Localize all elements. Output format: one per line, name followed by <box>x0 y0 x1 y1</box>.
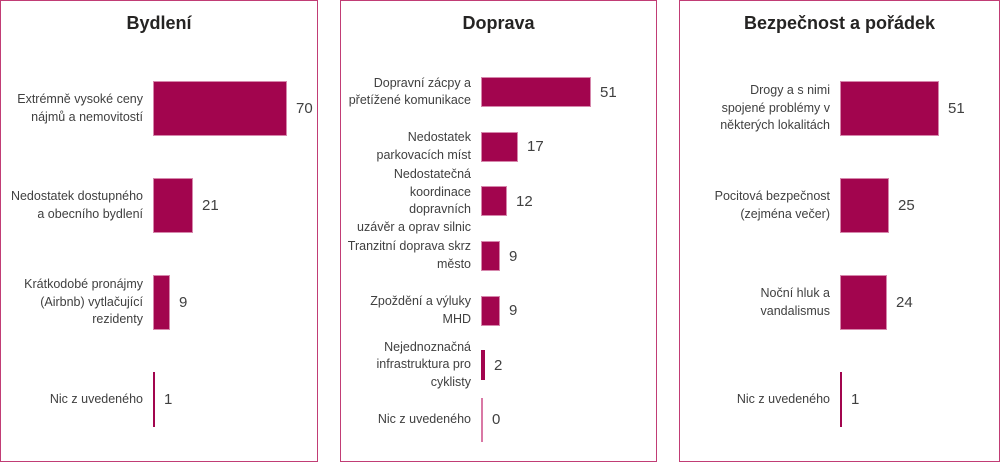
bar[interactable] <box>153 81 287 136</box>
bar[interactable] <box>840 372 842 427</box>
bar-track: 21 <box>153 178 313 233</box>
bar-chart-rows: Extrémně vysoké ceny nájmů a nemovitostí… <box>5 35 313 448</box>
bar-track: 51 <box>481 77 652 108</box>
chart-row: Zpoždění a výluky MHD 9 <box>345 283 652 338</box>
chart-row: Nic z uvedeného 1 <box>684 351 995 448</box>
chart-row: Extrémně vysoké ceny nájmů a nemovitostí… <box>5 60 313 157</box>
category-label: Tranzitní doprava skrz město <box>347 239 471 272</box>
bar[interactable] <box>481 397 483 442</box>
chart-title: Bezpečnost a pořádek <box>743 13 936 33</box>
value-label: 70 <box>296 100 313 117</box>
bar-track: 70 <box>153 81 313 136</box>
value-label: 51 <box>948 100 965 117</box>
value-label: 51 <box>600 83 617 101</box>
value-label: 1 <box>851 391 860 408</box>
category-label: Drogy a s nimi spojené problémy v někter… <box>720 82 830 133</box>
chart-row: Krátkodobé pronájmy (Airbnb) vytlačující… <box>5 254 313 351</box>
value-label: 0 <box>492 411 501 429</box>
bar-track: 51 <box>840 81 995 136</box>
bar-track: 9 <box>153 275 313 330</box>
category-label: Zpoždění a výluky MHD <box>370 293 471 326</box>
bar[interactable] <box>481 131 518 162</box>
bar[interactable] <box>153 372 155 427</box>
bar-chart-rows: Drogy a s nimi spojené problémy v někter… <box>684 35 995 448</box>
chart-row: Nejednoznačná infrastruktura pro cyklist… <box>345 338 652 393</box>
bar-track: 25 <box>840 178 995 233</box>
category-label: Krátkodobé pronájmy (Airbnb) vytlačující… <box>24 276 143 327</box>
category-label: Nejednoznačná infrastruktura pro cyklist… <box>376 339 471 390</box>
category-label: Nedostatečná koordinace dopravních uzávě… <box>357 166 471 235</box>
category-label: Pocitová bezpečnost (zejména večer) <box>714 188 830 221</box>
chart-row: Nedostatek dostupného a obecního bydlení… <box>5 157 313 254</box>
value-label: 24 <box>896 294 913 311</box>
value-label: 25 <box>898 197 915 214</box>
value-label: 12 <box>516 192 533 210</box>
chart-row: Nic z uvedeného 1 <box>5 351 313 448</box>
value-label: 21 <box>202 197 219 214</box>
bar[interactable] <box>481 241 500 272</box>
bar[interactable] <box>153 275 170 330</box>
bar-track: 12 <box>481 186 652 217</box>
bar-track: 24 <box>840 275 995 330</box>
chart-title: Doprava <box>462 13 535 33</box>
chart-row: Nedostatek parkovacích míst 17 <box>345 120 652 175</box>
bar[interactable] <box>481 186 507 217</box>
chart-panel-bezpecnost: Bezpečnost a pořádek Drogy a s nimi spoj… <box>679 0 1000 462</box>
chart-panel-doprava: Doprava Dopravní zácpy a přetížené komun… <box>340 0 657 462</box>
bar[interactable] <box>481 77 591 108</box>
chart-row: Drogy a s nimi spojené problémy v někter… <box>684 60 995 157</box>
bar-track: 0 <box>481 397 652 442</box>
value-label: 1 <box>164 391 173 408</box>
bar-track: 9 <box>481 241 652 272</box>
value-label: 9 <box>509 247 518 265</box>
value-label: 2 <box>494 356 503 374</box>
category-label: Noční hluk a vandalismus <box>760 285 830 318</box>
category-label: Extrémně vysoké ceny nájmů a nemovitostí <box>17 91 143 124</box>
bar[interactable] <box>840 275 887 330</box>
category-label: Nic z uvedeného <box>377 411 471 426</box>
value-label: 17 <box>527 138 544 156</box>
chart-row: Nic z uvedeného 0 <box>345 393 652 448</box>
value-label: 9 <box>509 302 518 320</box>
chart-row: Pocitová bezpečnost (zejména večer) 25 <box>684 157 995 254</box>
bar-track: 2 <box>481 350 652 381</box>
chart-row: Tranzitní doprava skrz město 9 <box>345 229 652 284</box>
bar[interactable] <box>481 350 485 381</box>
category-label: Nic z uvedeného <box>736 391 830 406</box>
category-label: Dopravní zácpy a přetížené komunikace <box>348 75 471 108</box>
bar[interactable] <box>153 178 193 233</box>
bar[interactable] <box>481 295 500 326</box>
category-label: Nic z uvedeného <box>49 391 143 406</box>
bar[interactable] <box>840 81 939 136</box>
category-label: Nedostatek parkovacích míst <box>376 130 471 162</box>
category-label: Nedostatek dostupného a obecního bydlení <box>10 188 143 221</box>
chart-row: Nedostatečná koordinace dopravních uzávě… <box>345 167 652 234</box>
chart-row: Noční hluk a vandalismus 24 <box>684 254 995 351</box>
chart-title: Bydlení <box>126 13 192 33</box>
bar[interactable] <box>840 178 889 233</box>
bar-track: 17 <box>481 131 652 162</box>
chart-row: Dopravní zácpy a přetížené komunikace 51 <box>345 65 652 120</box>
bar-track: 9 <box>481 295 652 326</box>
bar-chart-rows: Dopravní zácpy a přetížené komunikace 51 N… <box>345 35 652 447</box>
chart-panel-bydleni: Bydlení Extrémně vysoké ceny nájmů a nem… <box>0 0 318 462</box>
value-label: 9 <box>179 294 188 311</box>
bar-track: 1 <box>153 372 313 427</box>
bar-track: 1 <box>840 372 995 427</box>
